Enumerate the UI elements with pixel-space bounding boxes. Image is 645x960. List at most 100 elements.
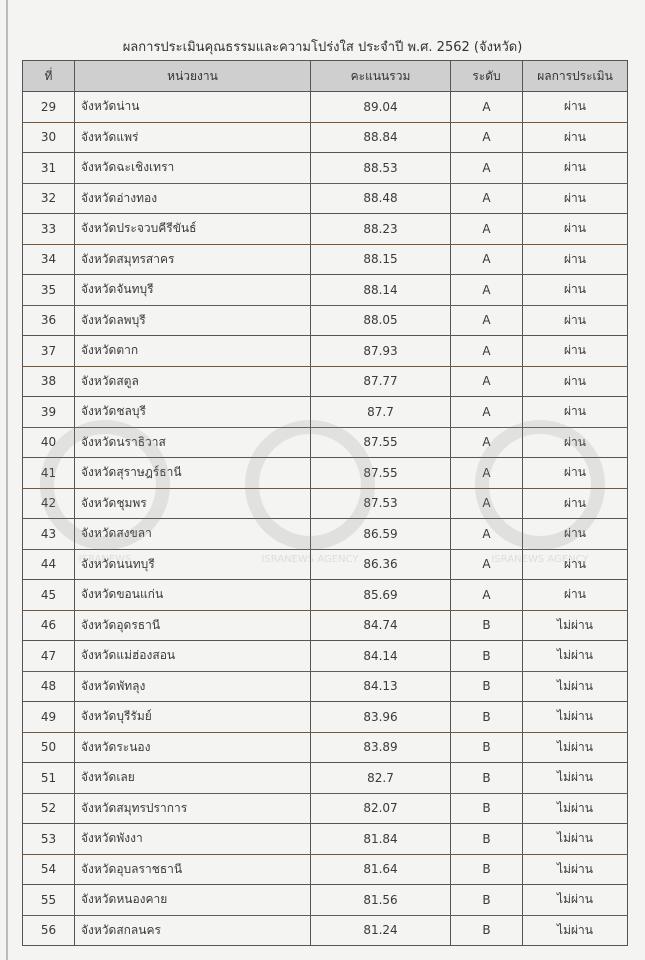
row-number: 34 [22, 243, 75, 275]
row-number: 35 [22, 274, 75, 306]
agency-name: จังหวัดสมุทรปราการ [74, 792, 311, 824]
agency-name: จังหวัดน่าน [74, 91, 311, 123]
row-number: 41 [22, 457, 75, 489]
table-row: 34 จังหวัดสมุทรสาคร 88.15 A ผ่าน [22, 243, 628, 275]
level: B [450, 823, 523, 855]
total-score: 89.04 [310, 91, 451, 123]
row-number: 45 [22, 579, 75, 611]
level: B [450, 762, 523, 794]
agency-name: จังหวัดระนอง [74, 731, 311, 763]
level: B [450, 884, 523, 916]
header-agency: หน่วยงาน [74, 60, 311, 92]
total-score: 81.56 [310, 884, 451, 916]
agency-name: จังหวัดนราธิวาส [74, 426, 311, 458]
result: ผ่าน [522, 457, 628, 489]
result: ผ่าน [522, 365, 628, 397]
table-row: 44 จังหวัดนนทบุรี 86.36 A ผ่าน [22, 548, 628, 580]
table-row: 37 จังหวัดตาก 87.93 A ผ่าน [22, 335, 628, 367]
level: B [450, 701, 523, 733]
result: ผ่าน [522, 304, 628, 336]
result: ผ่าน [522, 335, 628, 367]
row-number: 50 [22, 731, 75, 763]
level: B [450, 914, 523, 946]
level: A [450, 121, 523, 153]
table-row: 51 จังหวัดเลย 82.7 B ไม่ผ่าน [22, 762, 628, 794]
level: A [450, 579, 523, 611]
table-row: 29 จังหวัดน่าน 89.04 A ผ่าน [22, 91, 628, 123]
result: ผ่าน [522, 487, 628, 519]
level: B [450, 731, 523, 763]
level: A [450, 426, 523, 458]
total-score: 81.24 [310, 914, 451, 946]
total-score: 88.84 [310, 121, 451, 153]
agency-name: จังหวัดขอนแก่น [74, 579, 311, 611]
row-number: 42 [22, 487, 75, 519]
level: A [450, 335, 523, 367]
table-row: 35 จังหวัดจันทบุรี 88.14 A ผ่าน [22, 274, 628, 306]
result: ผ่าน [522, 182, 628, 214]
agency-name: จังหวัดจันทบุรี [74, 274, 311, 306]
agency-name: จังหวัดลพบุรี [74, 304, 311, 336]
level: A [450, 365, 523, 397]
document-title: ผลการประเมินคุณธรรมและความโปร่งใส ประจำป… [122, 40, 523, 55]
row-number: 55 [22, 884, 75, 916]
row-number: 54 [22, 853, 75, 885]
result: ผ่าน [522, 518, 628, 550]
total-score: 83.89 [310, 731, 451, 763]
row-number: 33 [22, 213, 75, 245]
level: B [450, 792, 523, 824]
total-score: 87.77 [310, 365, 451, 397]
row-number: 44 [22, 548, 75, 580]
row-number: 30 [22, 121, 75, 153]
agency-name: จังหวัดอุดรธานี [74, 609, 311, 641]
result: ไม่ผ่าน [522, 701, 628, 733]
level: A [450, 304, 523, 336]
level: A [450, 548, 523, 580]
row-number: 39 [22, 396, 75, 428]
table-row: 32 จังหวัดอ่างทอง 88.48 A ผ่าน [22, 182, 628, 214]
row-number: 46 [22, 609, 75, 641]
agency-name: จังหวัดนนทบุรี [74, 548, 311, 580]
total-score: 88.15 [310, 243, 451, 275]
page-edge [6, 0, 8, 960]
level: A [450, 152, 523, 184]
row-number: 31 [22, 152, 75, 184]
result: ไม่ผ่าน [522, 640, 628, 672]
row-number: 48 [22, 670, 75, 702]
agency-name: จังหวัดประจวบคีรีขันธ์ [74, 213, 311, 245]
table-row: 46 จังหวัดอุดรธานี 84.74 B ไม่ผ่าน [22, 609, 628, 641]
row-number: 49 [22, 701, 75, 733]
result: ผ่าน [522, 274, 628, 306]
table-row: 41 จังหวัดสุราษฎร์ธานี 87.55 A ผ่าน [22, 457, 628, 489]
row-number: 37 [22, 335, 75, 367]
row-number: 43 [22, 518, 75, 550]
level: A [450, 274, 523, 306]
row-number: 51 [22, 762, 75, 794]
table-row: 49 จังหวัดบุรีรัมย์ 83.96 B ไม่ผ่าน [22, 701, 628, 733]
agency-name: จังหวัดตาก [74, 335, 311, 367]
level: A [450, 487, 523, 519]
level: B [450, 670, 523, 702]
result: ไม่ผ่าน [522, 792, 628, 824]
agency-name: จังหวัดพังงา [74, 823, 311, 855]
result: ไม่ผ่าน [522, 609, 628, 641]
agency-name: จังหวัดแม่ฮ่องสอน [74, 640, 311, 672]
level: A [450, 518, 523, 550]
total-score: 84.14 [310, 640, 451, 672]
result: ไม่ผ่าน [522, 670, 628, 702]
table-row: 31 จังหวัดฉะเชิงเทรา 88.53 A ผ่าน [22, 152, 628, 184]
row-number: 29 [22, 91, 75, 123]
agency-name: จังหวัดฉะเชิงเทรา [74, 152, 311, 184]
total-score: 88.48 [310, 182, 451, 214]
table-row: 48 จังหวัดพัทลุง 84.13 B ไม่ผ่าน [22, 670, 628, 702]
table-row: 50 จังหวัดระนอง 83.89 B ไม่ผ่าน [22, 731, 628, 763]
total-score: 86.36 [310, 548, 451, 580]
agency-name: จังหวัดสกลนคร [74, 914, 311, 946]
agency-name: จังหวัดชลบุรี [74, 396, 311, 428]
total-score: 87.55 [310, 426, 451, 458]
row-number: 47 [22, 640, 75, 672]
row-number: 56 [22, 914, 75, 946]
agency-name: จังหวัดอุบลราชธานี [74, 853, 311, 885]
table-row: 38 จังหวัดสตูล 87.77 A ผ่าน [22, 365, 628, 397]
level: A [450, 213, 523, 245]
